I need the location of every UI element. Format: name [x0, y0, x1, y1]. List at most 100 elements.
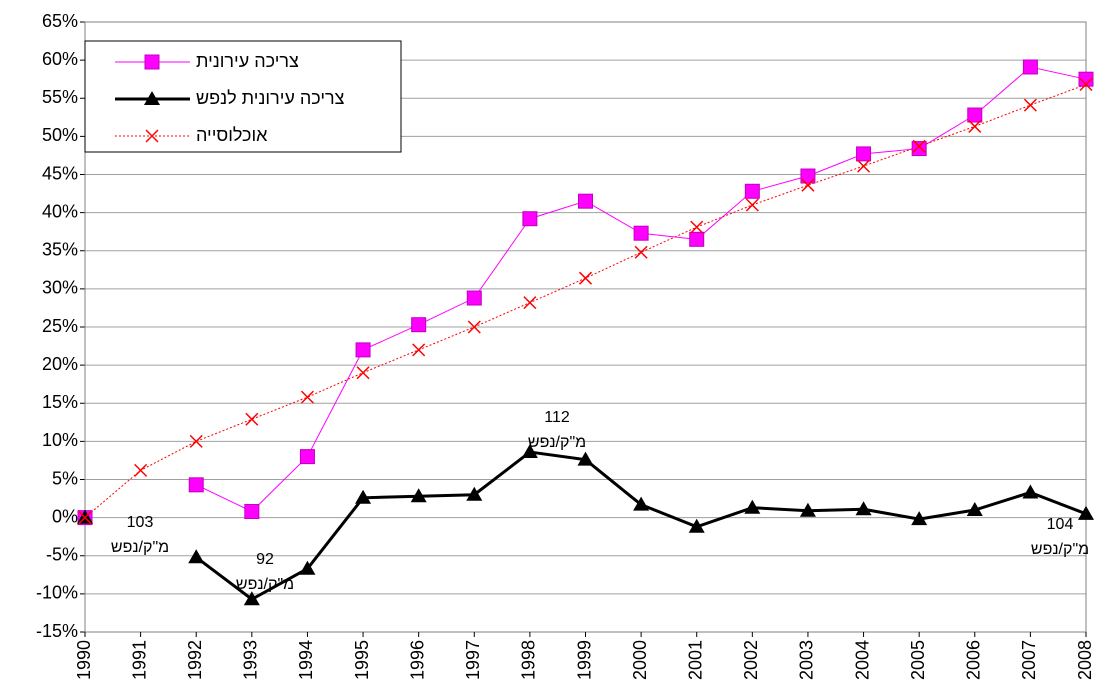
annotation: מ"ק/נפש	[528, 434, 586, 451]
data-point	[578, 271, 593, 285]
legend-label: צריכה עירונית לנפש	[196, 88, 345, 108]
y-tick-label: -5%	[46, 545, 78, 565]
x-tick-label: 2003	[797, 640, 817, 680]
data-point	[855, 501, 872, 516]
x-tick-label: 2005	[908, 640, 928, 680]
y-tick-label: 45%	[42, 163, 78, 183]
data-point	[1022, 484, 1039, 499]
x-tick-label: 1996	[407, 640, 427, 680]
y-tick-label: -15%	[36, 621, 78, 641]
data-point	[466, 290, 482, 306]
data-point	[690, 220, 704, 234]
x-tick-label: 2000	[630, 640, 650, 680]
data-point	[1023, 98, 1037, 112]
data-point	[355, 489, 372, 504]
data-point	[633, 496, 650, 511]
x-tick-label: 1999	[574, 640, 594, 680]
x-tick-label: 1993	[241, 640, 261, 680]
data-point	[243, 591, 260, 606]
data-point	[966, 502, 983, 516]
data-point	[78, 511, 92, 525]
data-point	[466, 486, 483, 501]
y-tick-label: 65%	[42, 11, 78, 31]
y-tick-label: 25%	[42, 316, 78, 336]
data-point	[356, 366, 370, 380]
data-point	[968, 119, 982, 133]
x-tick-label: 2007	[1019, 640, 1039, 680]
y-tick-label: 60%	[42, 49, 78, 69]
data-point	[744, 183, 760, 199]
data-point	[412, 343, 426, 357]
data-point	[189, 434, 203, 448]
data-point	[689, 231, 705, 247]
data-point	[1078, 71, 1094, 87]
data-point	[188, 549, 205, 564]
annotation: 112	[544, 409, 570, 426]
annotation: מ"ק/נפש	[236, 576, 294, 593]
x-tick-label: 1995	[352, 640, 372, 680]
annotation: 92	[256, 551, 274, 568]
legend-label: צריכה עירונית	[196, 51, 299, 71]
data-point	[911, 141, 927, 157]
y-tick-label: 30%	[42, 278, 78, 298]
y-tick-label: 20%	[42, 354, 78, 374]
y-tick-label: 15%	[42, 392, 78, 412]
x-tick-label: 1998	[519, 640, 539, 680]
legend-marker	[144, 54, 160, 70]
data-point	[521, 444, 538, 459]
data-point	[134, 463, 148, 477]
data-point	[411, 317, 427, 333]
data-point	[300, 390, 314, 404]
data-point	[578, 193, 593, 209]
y-tick-label: 0%	[52, 506, 78, 526]
x-tick-label: 2006	[964, 640, 984, 680]
x-tick-label: 1992	[185, 640, 205, 680]
data-point	[744, 499, 761, 514]
data-point	[355, 342, 371, 358]
data-point	[911, 511, 928, 526]
y-tick-label: 35%	[42, 240, 78, 260]
data-point	[745, 198, 759, 212]
legend: צריכה עירונית צריכה עירונית לנפש אוכלוסייה	[84, 40, 402, 153]
data-point	[244, 504, 260, 520]
y-tick-label: -10%	[36, 583, 78, 603]
y-tick-label: 55%	[42, 87, 78, 107]
data-point	[1078, 505, 1094, 520]
legend-marker	[144, 91, 160, 105]
data-point	[800, 168, 816, 184]
data-point	[522, 211, 538, 227]
y-tick-label: 50%	[42, 125, 78, 145]
data-point	[634, 245, 648, 259]
data-point	[245, 412, 259, 426]
data-point	[523, 296, 537, 310]
data-point	[1022, 59, 1038, 75]
x-tick-label: 1997	[463, 640, 483, 680]
data-point	[410, 488, 427, 503]
data-point	[577, 451, 594, 466]
data-point	[688, 518, 705, 533]
x-tick-label: 1990	[74, 640, 94, 680]
annotation: 104	[1047, 516, 1074, 533]
x-tick-label: 2002	[741, 640, 761, 680]
y-tick-label: 40%	[42, 201, 78, 221]
data-point	[801, 178, 815, 192]
x-tick-label: 2004	[852, 640, 872, 680]
data-point	[299, 560, 316, 575]
annotation: 103	[127, 514, 154, 531]
data-point	[467, 320, 481, 334]
x-tick-label: 1994	[296, 640, 316, 680]
x-tick-label: 2008	[1075, 640, 1095, 680]
legend-marker	[145, 129, 159, 143]
annotation: מ"ק/נפש	[111, 539, 169, 556]
legend-box	[84, 40, 402, 153]
legend-label: אוכלוסייה	[196, 125, 268, 145]
data-point	[967, 107, 983, 123]
data-point	[1079, 77, 1093, 92]
data-point	[912, 139, 926, 153]
y-tick-label: 10%	[42, 430, 78, 450]
annotation: מ"ק/נפש	[1031, 541, 1089, 558]
data-point	[799, 502, 816, 517]
data-point	[299, 449, 315, 465]
y-tick-label: 5%	[52, 468, 78, 488]
